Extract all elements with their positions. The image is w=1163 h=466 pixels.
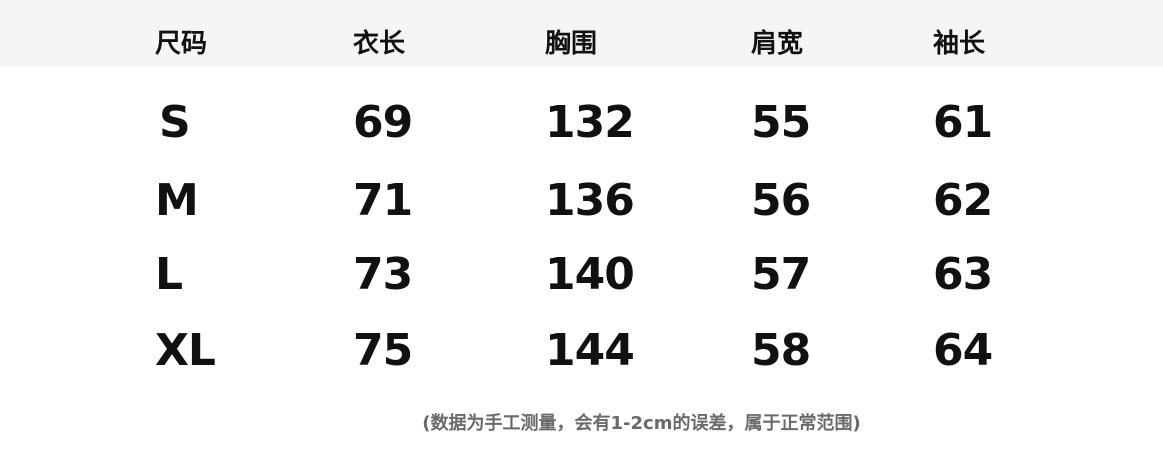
table-cell: 73 [353, 249, 413, 300]
size-label: S [159, 97, 191, 148]
column-header: 尺码 [155, 29, 208, 59]
column-header: 衣长 [353, 29, 406, 59]
table-cell: 62 [933, 175, 993, 226]
table-cell: 56 [751, 175, 811, 226]
table-cell: 75 [353, 325, 413, 376]
table-cell: 140 [545, 249, 635, 300]
size-label: L [155, 249, 183, 300]
column-header: 肩宽 [751, 29, 804, 59]
table-cell: 132 [545, 97, 635, 148]
header-band [0, 0, 1163, 66]
size-label: XL [155, 325, 216, 376]
table-cell: 63 [933, 249, 993, 300]
size-label: M [155, 175, 199, 226]
table-cell: 71 [353, 175, 413, 226]
column-header: 胸围 [545, 29, 598, 59]
measurement-note: (数据为手工测量，会有1-2cm的误差，属于正常范围) [422, 413, 861, 434]
table-cell: 144 [545, 325, 635, 376]
table-cell: 64 [933, 325, 993, 376]
table-cell: 61 [933, 97, 993, 148]
table-cell: 69 [353, 97, 413, 148]
table-cell: 136 [545, 175, 635, 226]
column-header: 袖长 [933, 29, 986, 59]
table-cell: 57 [751, 249, 811, 300]
table-cell: 58 [751, 325, 811, 376]
table-cell: 55 [751, 97, 811, 148]
